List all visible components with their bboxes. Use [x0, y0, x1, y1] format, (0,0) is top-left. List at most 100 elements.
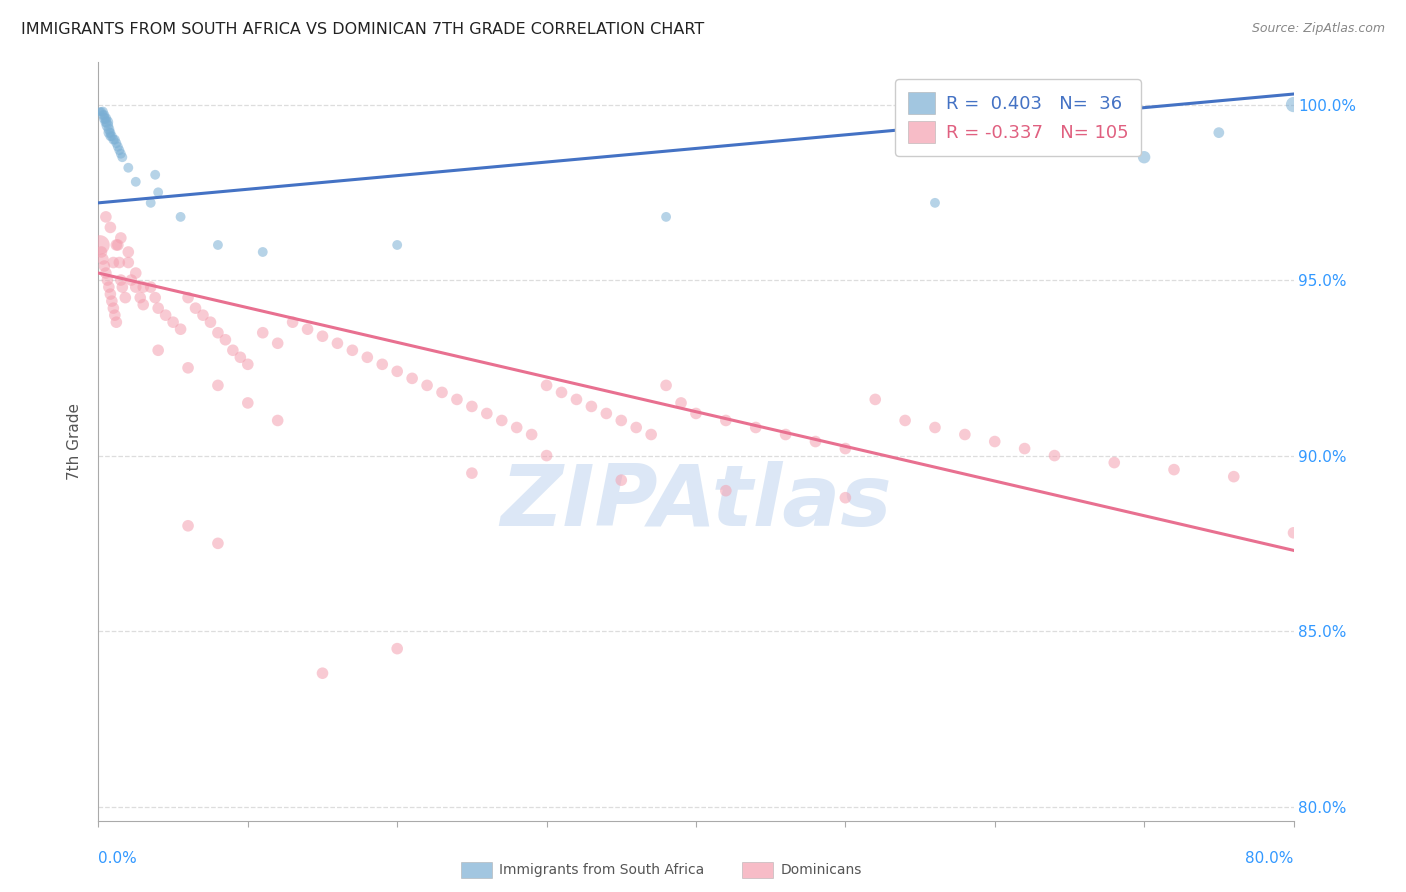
Point [110, 273, 132, 287]
Point [139, 195, 162, 210]
Point [1043, 449, 1066, 463]
Point [96, 115, 118, 129]
Point [169, 210, 191, 224]
Point [222, 343, 245, 358]
Point [297, 322, 319, 336]
Point [97, 280, 120, 294]
Point [446, 392, 468, 407]
Point [103, 301, 125, 315]
Point [97, 126, 120, 140]
Point [103, 133, 125, 147]
Point [385, 238, 409, 252]
Point [416, 378, 439, 392]
Point [610, 413, 633, 427]
Point [371, 357, 394, 371]
Text: Source: ZipAtlas.com: Source: ZipAtlas.com [1251, 22, 1385, 36]
Point [94, 115, 117, 129]
Point [184, 301, 207, 315]
Point [91, 108, 114, 122]
Point [191, 308, 214, 322]
Point [94, 266, 117, 280]
Text: Dominicans: Dominicans [780, 863, 862, 877]
Point [110, 231, 132, 245]
Point [207, 536, 229, 550]
Point [655, 378, 678, 392]
Point [96, 119, 118, 133]
Point [104, 308, 127, 322]
Point [91, 104, 114, 119]
Point [155, 308, 177, 322]
Point [200, 315, 222, 329]
Point [105, 238, 128, 252]
Point [565, 392, 588, 407]
Point [536, 378, 558, 392]
Point [461, 466, 484, 480]
Point [132, 298, 155, 312]
Point [311, 329, 333, 343]
Text: Immigrants from South Africa: Immigrants from South Africa [499, 863, 704, 877]
Point [714, 413, 737, 427]
Point [669, 396, 692, 410]
Point [1223, 469, 1246, 483]
Point [953, 427, 976, 442]
Point [97, 122, 120, 136]
Point [581, 400, 603, 414]
Point [125, 266, 148, 280]
Y-axis label: 7th Grade: 7th Grade [67, 403, 83, 480]
Point [356, 351, 378, 365]
Point [610, 473, 633, 487]
Point [640, 427, 662, 442]
Point [177, 360, 200, 375]
Point [111, 280, 134, 294]
Point [236, 396, 259, 410]
Point [461, 400, 484, 414]
Point [342, 343, 364, 358]
Point [626, 420, 648, 434]
Point [90, 104, 112, 119]
Point [98, 129, 122, 144]
Point [214, 333, 236, 347]
Point [169, 322, 191, 336]
Point [98, 126, 122, 140]
Point [326, 336, 349, 351]
Point [229, 351, 252, 365]
Point [475, 407, 498, 421]
Point [177, 518, 200, 533]
Point [714, 483, 737, 498]
Legend: R =  0.403   N=  36, R = -0.337   N= 105: R = 0.403 N= 36, R = -0.337 N= 105 [896, 79, 1142, 155]
Point [98, 287, 122, 301]
Point [93, 108, 115, 122]
Point [148, 186, 170, 200]
Point [89, 238, 111, 252]
Point [98, 220, 122, 235]
Point [775, 427, 797, 442]
Point [148, 301, 170, 315]
Point [267, 336, 290, 351]
Point [804, 434, 827, 449]
Point [105, 315, 128, 329]
Point [385, 641, 409, 656]
Point [89, 104, 111, 119]
Point [281, 315, 304, 329]
Text: IMMIGRANTS FROM SOUTH AFRICA VS DOMINICAN 7TH GRADE CORRELATION CHART: IMMIGRANTS FROM SOUTH AFRICA VS DOMINICA… [21, 22, 704, 37]
Point [491, 413, 513, 427]
Point [117, 255, 139, 269]
Point [114, 291, 136, 305]
Point [1163, 462, 1185, 476]
Point [745, 420, 768, 434]
Point [834, 442, 856, 456]
Point [536, 449, 558, 463]
Point [143, 168, 166, 182]
Point [108, 255, 131, 269]
Point [94, 112, 117, 126]
Point [110, 146, 132, 161]
Point [132, 280, 155, 294]
Text: 0.0%: 0.0% [98, 851, 138, 866]
Point [924, 420, 946, 434]
Point [1208, 126, 1230, 140]
Point [685, 407, 707, 421]
Point [385, 364, 409, 378]
Point [104, 133, 127, 147]
Point [125, 175, 148, 189]
Point [177, 291, 200, 305]
